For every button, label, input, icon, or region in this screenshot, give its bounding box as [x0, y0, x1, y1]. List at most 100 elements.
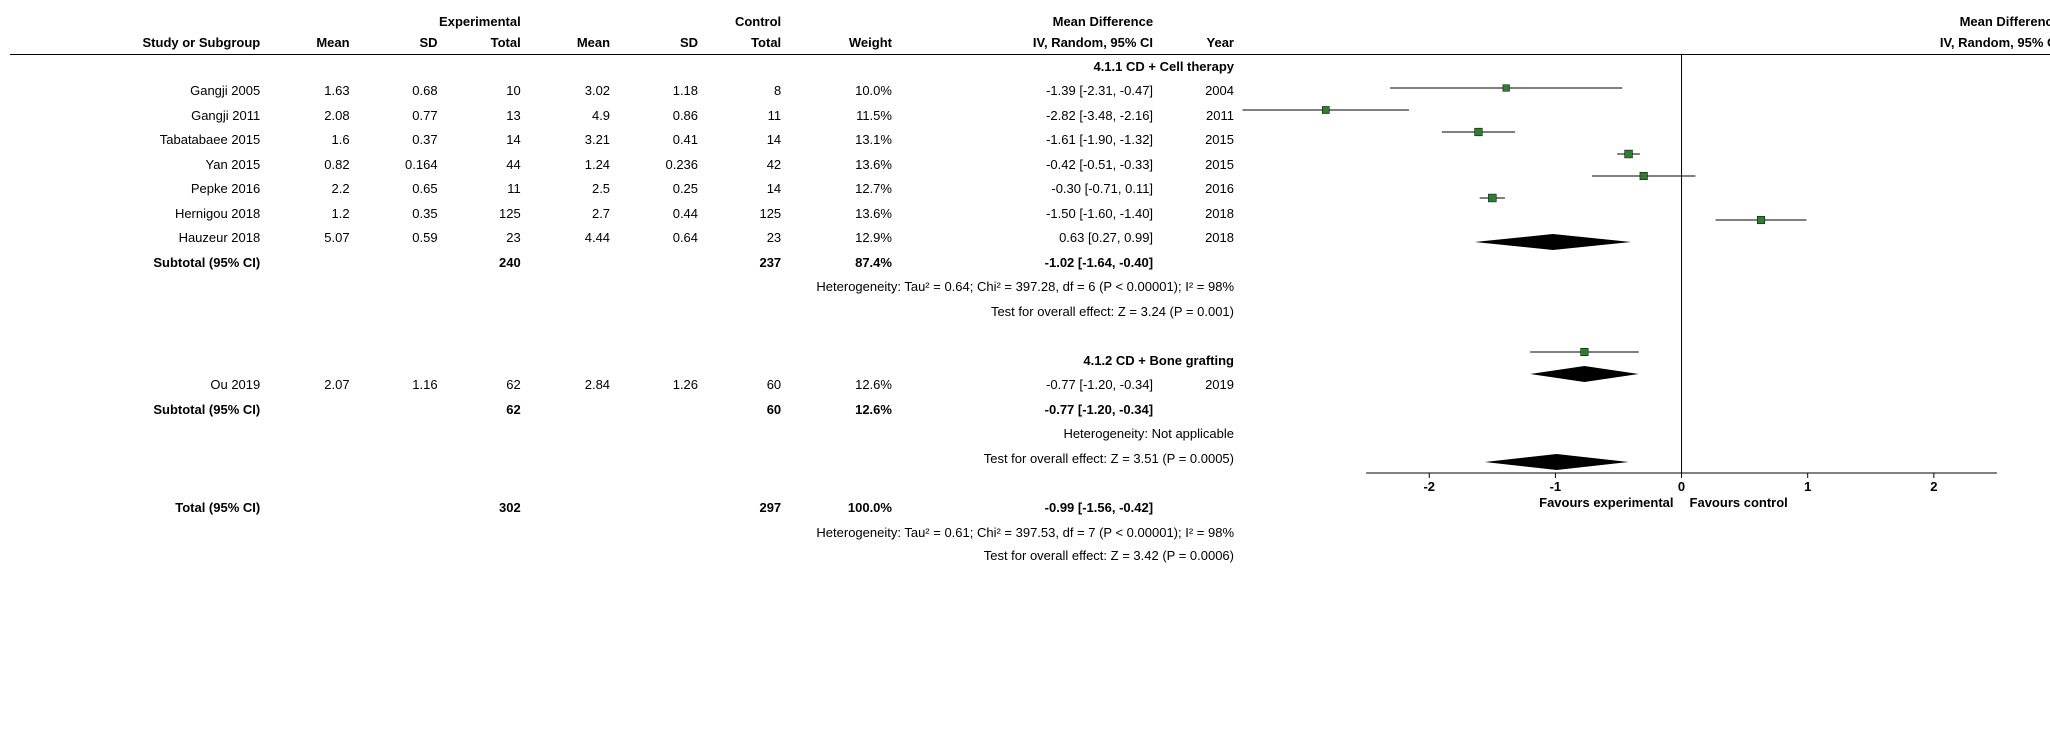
ctrl-sd: 1.26 [616, 373, 704, 398]
exp-n: 62 [444, 373, 527, 398]
ctrl-mean: 3.21 [527, 128, 616, 153]
subtotal-md: -1.02 [-1.64, -0.40] [898, 250, 1159, 275]
hdr-csd: SD [616, 32, 704, 54]
ctrl-sd: 0.41 [616, 128, 704, 153]
exp-sd: 0.164 [356, 152, 444, 177]
weight: 12.7% [787, 177, 898, 202]
forest-plot-container: Experimental Control Mean Difference Mea… [10, 10, 2050, 567]
hdr-plot: Mean Difference [1240, 10, 2050, 32]
year: 2016 [1159, 177, 1240, 202]
subtotal-en: 240 [444, 250, 527, 275]
forest-table: Experimental Control Mean Difference Mea… [10, 10, 2050, 567]
stats-text: Test for overall effect: Z = 3.51 (P = 0… [10, 446, 1240, 471]
exp-sd: 0.68 [356, 79, 444, 104]
weight: 12.6% [787, 373, 898, 398]
subgroup-label: 4.1.2 CD + Bone grafting [10, 348, 1240, 373]
md-text: -1.61 [-1.90, -1.32] [898, 128, 1159, 153]
study-label: Ou 2019 [10, 373, 266, 398]
subtotal-weight: 87.4% [787, 250, 898, 275]
exp-mean: 2.08 [266, 103, 355, 128]
ctrl-n: 11 [704, 103, 787, 128]
weight: 13.1% [787, 128, 898, 153]
study-label: Pepke 2016 [10, 177, 266, 202]
exp-mean: 0.82 [266, 152, 355, 177]
stats-text: Heterogeneity: Tau² = 0.64; Chi² = 397.2… [10, 275, 1240, 300]
subtotal-md: -0.77 [-1.20, -0.34] [898, 397, 1159, 422]
svg-text:1: 1 [1804, 479, 1811, 494]
weight: 10.0% [787, 79, 898, 104]
ctrl-sd: 0.86 [616, 103, 704, 128]
exp-mean: 2.2 [266, 177, 355, 202]
hdr-blank2 [787, 10, 898, 32]
hdr-blank3 [1159, 10, 1240, 32]
stats-text: Test for overall effect: Z = 3.42 (P = 0… [10, 545, 1240, 567]
subgroup-label: 4.1.1 CD + Cell therapy [10, 54, 1240, 79]
subtotal-cn: 297 [704, 495, 787, 520]
exp-mean: 1.63 [266, 79, 355, 104]
svg-text:0: 0 [1678, 479, 1685, 494]
hdr-etotal: Total [444, 32, 527, 54]
subtotal-label: Subtotal (95% CI) [10, 397, 266, 422]
year: 2015 [1159, 128, 1240, 153]
study-label: Gangji 2005 [10, 79, 266, 104]
hdr-emean: Mean [266, 32, 355, 54]
subtotal-cn: 60 [704, 397, 787, 422]
md-text: -1.39 [-2.31, -0.47] [898, 79, 1159, 104]
ctrl-n: 14 [704, 177, 787, 202]
exp-sd: 0.37 [356, 128, 444, 153]
exp-mean: 5.07 [266, 226, 355, 251]
exp-n: 125 [444, 201, 527, 226]
weight: 13.6% [787, 201, 898, 226]
ctrl-n: 23 [704, 226, 787, 251]
ctrl-sd: 0.64 [616, 226, 704, 251]
md-text: -0.77 [-1.20, -0.34] [898, 373, 1159, 398]
md-text: 0.63 [0.27, 0.99] [898, 226, 1159, 251]
ctrl-sd: 0.44 [616, 201, 704, 226]
hdr-year: Year [1159, 32, 1240, 54]
plot-cell: -2-1012Favours experimentalFavours contr… [1240, 54, 2050, 545]
year: 2018 [1159, 226, 1240, 251]
ctrl-mean: 2.5 [527, 177, 616, 202]
ctrl-mean: 2.7 [527, 201, 616, 226]
exp-n: 10 [444, 79, 527, 104]
subtotal-en: 302 [444, 495, 527, 520]
hdr-blank [10, 10, 266, 32]
ctrl-n: 14 [704, 128, 787, 153]
exp-sd: 0.65 [356, 177, 444, 202]
subtotal-md: -0.99 [-1.56, -0.42] [898, 495, 1159, 520]
study-label: Tabatabaee 2015 [10, 128, 266, 153]
svg-text:-1: -1 [1550, 479, 1562, 494]
exp-n: 13 [444, 103, 527, 128]
subtotal-weight: 100.0% [787, 495, 898, 520]
md-text: -0.42 [-0.51, -0.33] [898, 152, 1159, 177]
weight: 12.9% [787, 226, 898, 251]
exp-sd: 0.35 [356, 201, 444, 226]
study-label: Gangji 2011 [10, 103, 266, 128]
study-label: Hauzeur 2018 [10, 226, 266, 251]
exp-n: 23 [444, 226, 527, 251]
stats-text: Heterogeneity: Tau² = 0.61; Chi² = 397.5… [10, 520, 1240, 545]
year: 2018 [1159, 201, 1240, 226]
subtotal-weight: 12.6% [787, 397, 898, 422]
ctrl-n: 125 [704, 201, 787, 226]
stats-text: Test for overall effect: Z = 3.24 (P = 0… [10, 299, 1240, 324]
exp-sd: 0.77 [356, 103, 444, 128]
md-text: -0.30 [-0.71, 0.11] [898, 177, 1159, 202]
hdr-control: Control [527, 10, 787, 32]
ctrl-n: 42 [704, 152, 787, 177]
exp-n: 44 [444, 152, 527, 177]
hdr-plotci: IV, Random, 95% CI [1240, 32, 2050, 54]
exp-sd: 0.59 [356, 226, 444, 251]
hdr-mdci: IV, Random, 95% CI [898, 32, 1159, 54]
year: 2004 [1159, 79, 1240, 104]
hdr-study: Study or Subgroup [10, 32, 266, 54]
hdr-cmean: Mean [527, 32, 616, 54]
subtotal-label: Subtotal (95% CI) [10, 250, 266, 275]
exp-mean: 1.6 [266, 128, 355, 153]
ctrl-sd: 0.236 [616, 152, 704, 177]
ctrl-n: 60 [704, 373, 787, 398]
hdr-experimental: Experimental [266, 10, 526, 32]
exp-n: 11 [444, 177, 527, 202]
ctrl-mean: 1.24 [527, 152, 616, 177]
year: 2019 [1159, 373, 1240, 398]
